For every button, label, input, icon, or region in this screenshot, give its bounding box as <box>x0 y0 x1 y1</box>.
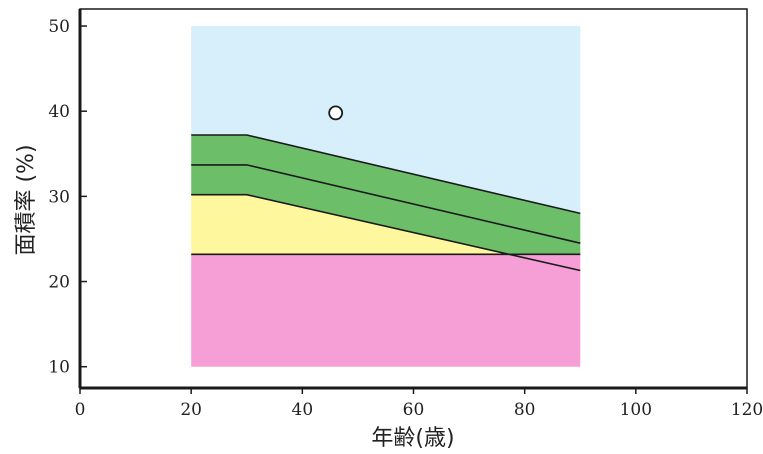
chart-regions <box>191 26 581 367</box>
y-axis-title: 面積率 (%) <box>14 144 39 255</box>
y-tick-label-1: 20 <box>48 273 70 293</box>
y-tick-label-3: 40 <box>48 102 70 122</box>
chart-lines <box>191 134 581 272</box>
y-tick-label-2: 30 <box>48 187 70 207</box>
axis-ticks: 0 20 40 60 80 100 120 10 20 30 40 50 <box>48 17 763 420</box>
y-tick-label-4: 50 <box>48 17 70 37</box>
region-1 <box>191 194 511 255</box>
data-point-0 <box>328 105 344 121</box>
x-tick-label-6: 120 <box>731 400 763 420</box>
region-0 <box>191 254 581 367</box>
boundary-line-1 <box>191 164 581 244</box>
region-3 <box>191 26 581 214</box>
chart-markers <box>328 105 344 121</box>
y-tick-label-0: 10 <box>48 358 70 378</box>
boundary-line-2 <box>191 193 581 272</box>
x-tick-label-2: 40 <box>292 400 314 420</box>
x-tick-label-0: 0 <box>75 400 86 420</box>
x-tick-label-3: 60 <box>403 400 425 420</box>
x-tick-label-5: 100 <box>620 400 652 420</box>
boundary-line-0 <box>191 134 581 215</box>
x-axis-title: 年齢(歳) <box>371 426 454 451</box>
x-tick-label-4: 80 <box>514 400 536 420</box>
region-2 <box>191 135 581 255</box>
x-tick-label-1: 20 <box>180 400 202 420</box>
